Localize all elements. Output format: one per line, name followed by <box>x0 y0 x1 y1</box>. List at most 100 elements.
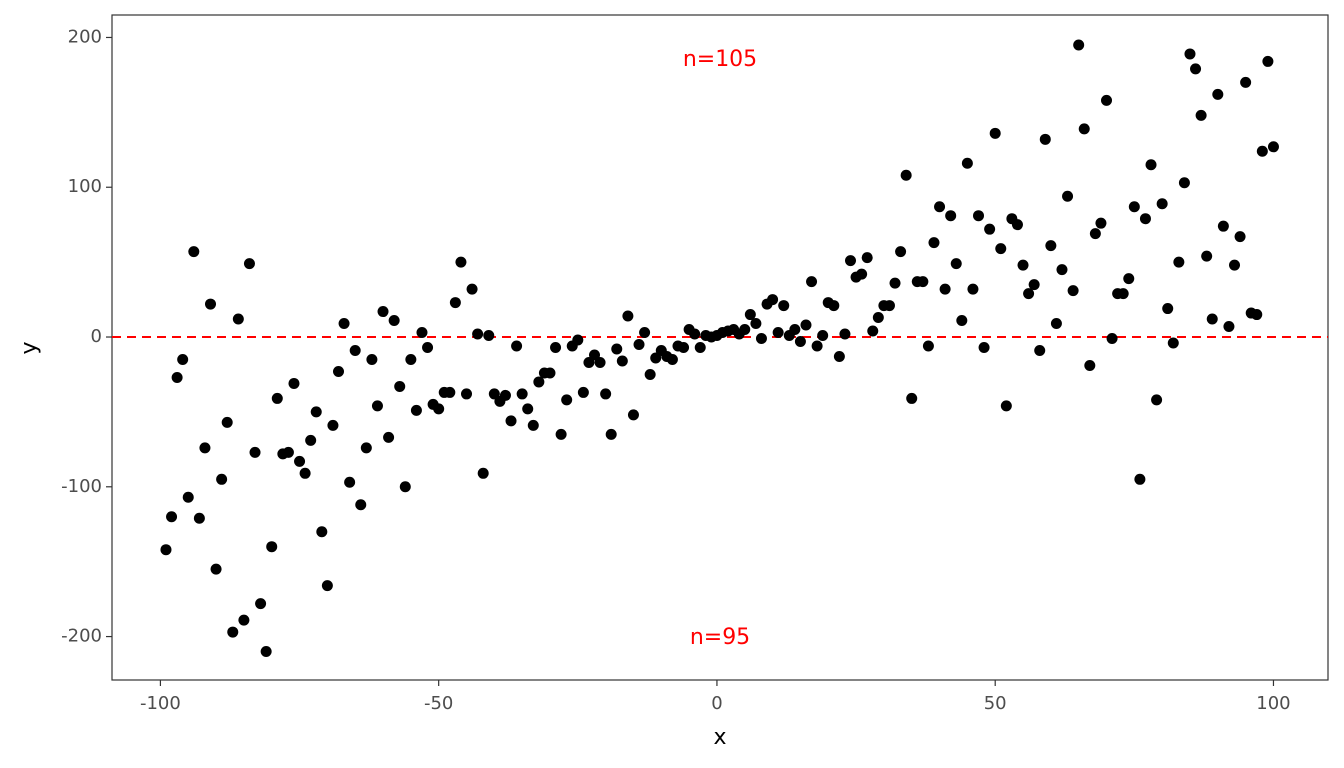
point <box>767 294 779 306</box>
point <box>956 315 968 327</box>
point <box>1217 220 1229 232</box>
point <box>1101 94 1113 106</box>
point <box>444 386 456 398</box>
point <box>1229 259 1241 271</box>
point <box>833 350 845 362</box>
annotation: n=105 <box>683 47 757 72</box>
point <box>1256 145 1268 157</box>
point <box>1173 256 1185 268</box>
point <box>950 258 962 270</box>
point <box>1084 359 1096 371</box>
point <box>1050 318 1062 330</box>
point <box>166 511 178 523</box>
point <box>410 404 422 416</box>
point <box>488 388 500 400</box>
point <box>1028 279 1040 291</box>
point <box>928 237 940 249</box>
point <box>321 580 333 592</box>
point <box>1062 190 1074 202</box>
point <box>845 255 857 267</box>
point <box>1123 273 1135 285</box>
point <box>550 342 562 353</box>
point <box>561 394 573 406</box>
point <box>1145 159 1157 171</box>
point <box>872 312 884 324</box>
point <box>171 371 183 383</box>
point <box>416 327 428 339</box>
panel <box>111 14 1329 681</box>
point <box>744 309 756 321</box>
point <box>900 169 912 181</box>
point <box>1151 394 1163 406</box>
point <box>961 157 973 169</box>
point <box>232 313 244 325</box>
point <box>906 392 918 404</box>
point <box>800 319 812 331</box>
point <box>461 388 473 400</box>
point <box>666 353 678 365</box>
point <box>188 246 200 258</box>
point <box>527 419 539 431</box>
annotation: n=95 <box>690 625 750 650</box>
point <box>778 300 790 312</box>
point <box>945 210 957 222</box>
point <box>622 310 634 322</box>
point <box>694 342 706 353</box>
point <box>817 330 829 342</box>
point <box>344 476 356 488</box>
point <box>160 544 172 556</box>
point <box>1106 333 1118 345</box>
point <box>238 614 250 626</box>
point <box>789 324 801 336</box>
point <box>360 442 372 454</box>
point <box>589 349 601 361</box>
point <box>1078 123 1090 135</box>
point <box>600 388 612 400</box>
point <box>644 368 656 380</box>
point <box>678 342 690 353</box>
x-tick-label: -100 <box>140 693 181 714</box>
point <box>1201 250 1213 262</box>
point <box>611 343 623 355</box>
point <box>1045 240 1057 252</box>
point <box>605 428 617 440</box>
point <box>1223 321 1235 333</box>
point <box>989 127 1001 139</box>
point <box>1039 133 1051 145</box>
point <box>1251 309 1263 321</box>
point <box>294 455 306 467</box>
point <box>399 481 411 493</box>
point <box>755 333 767 345</box>
point <box>260 646 272 658</box>
point <box>1023 288 1035 300</box>
point <box>1184 48 1196 60</box>
point <box>828 300 840 312</box>
point <box>1067 285 1079 297</box>
point <box>1206 313 1218 325</box>
point <box>433 403 445 415</box>
point <box>794 336 806 348</box>
point <box>555 428 567 440</box>
point <box>856 268 868 280</box>
point <box>405 353 417 365</box>
point <box>255 598 267 610</box>
point <box>366 353 378 365</box>
x-tick-label: 0 <box>711 693 722 714</box>
point <box>577 386 589 398</box>
point <box>934 201 946 213</box>
point <box>449 297 461 309</box>
point <box>895 246 907 258</box>
point <box>377 306 389 318</box>
point <box>483 330 495 342</box>
point <box>333 365 345 377</box>
point <box>271 392 283 404</box>
point <box>288 377 300 389</box>
point <box>1128 201 1140 213</box>
point <box>249 446 261 458</box>
point <box>1234 231 1246 243</box>
point <box>388 315 400 327</box>
point <box>1000 400 1012 412</box>
point <box>772 327 784 339</box>
point <box>594 356 606 368</box>
point <box>984 223 996 235</box>
